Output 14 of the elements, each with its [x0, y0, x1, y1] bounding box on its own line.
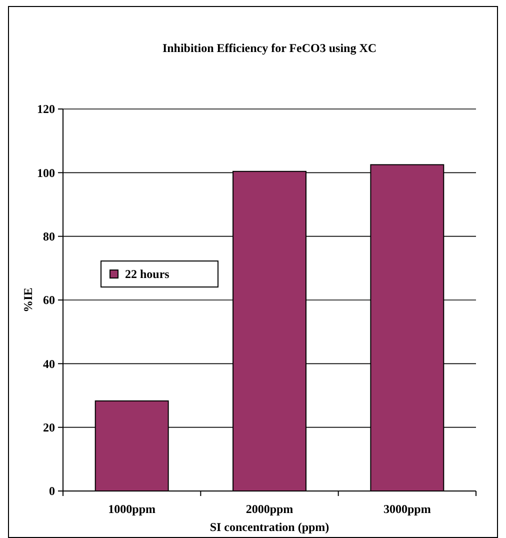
x-tick-label: 1000ppm [108, 502, 156, 516]
y-tick-label: 40 [43, 356, 55, 371]
y-tick-label: 0 [49, 484, 55, 498]
y-tick-label: 20 [43, 420, 55, 435]
chart-title: Inhibition Efficiency for FeCO3 using XC [162, 41, 377, 55]
x-axis-title: SI concentration (ppm) [210, 520, 330, 534]
y-tick-label: 60 [43, 293, 55, 308]
y-tick-label: 120 [37, 102, 55, 116]
legend-label: 22 hours [125, 267, 170, 281]
y-axis-title: %IE [21, 288, 35, 312]
y-tick-label: 80 [43, 230, 55, 244]
y-tick-label: 100 [37, 166, 55, 180]
x-tick-label: 3000ppm [383, 502, 431, 516]
x-tick-label: 2000ppm [246, 502, 294, 516]
